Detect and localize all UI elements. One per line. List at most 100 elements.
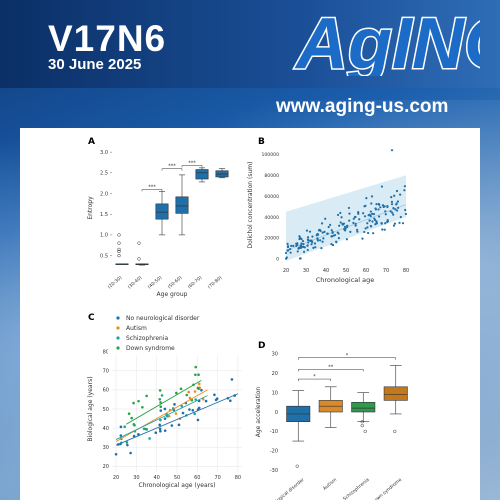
c-point [197,373,200,377]
b-point [306,248,309,252]
b-point [330,242,333,246]
c-point [126,443,129,447]
b-point [316,239,320,242]
b-point [352,221,355,224]
b-point [401,222,405,225]
c-legend-label: Schizophrenia [126,335,169,342]
a-ytick-label: 0.5 [100,253,108,259]
b-point [393,222,397,225]
b-ytick-label: 80000 [264,173,279,179]
c-point [213,393,216,397]
aging-logo: AgING [293,6,481,76]
b-point [354,222,357,225]
b-point [310,243,313,246]
b-point [292,244,295,247]
c-point [158,423,161,427]
b-ytick-label: 60000 [264,194,279,200]
c-point [163,417,167,420]
b-point [349,230,352,233]
b-point [393,194,396,197]
c-point [132,434,136,438]
c-xtick-label: 50 [174,475,180,481]
b-point [348,219,351,222]
b-point [369,210,372,213]
c-point [133,423,136,427]
b-point [381,228,384,231]
b-xtick-label: 80 [403,268,409,274]
c-point [127,412,131,416]
d-outlier [295,464,299,468]
journal-url[interactable]: www.aging-us.com [276,96,449,117]
b-point [327,225,330,229]
b-point [362,212,365,215]
b-point [390,196,393,199]
b-point [307,241,310,244]
c-point [215,397,219,400]
c-point [175,391,178,395]
c-point [194,373,197,377]
b-xtick-label: 70 [383,268,389,274]
c-point [173,403,176,406]
c-point [174,412,178,415]
a-sig-bracket [161,168,183,171]
b-point [357,211,360,214]
c-xlabel: Chronological age (years) [138,482,215,489]
c-point [144,427,148,431]
b-point [301,239,305,243]
b-point [377,215,381,218]
b-point [361,237,364,240]
a-xtick-label: (70-80) [207,275,224,290]
c-point [137,399,140,403]
c-point [193,390,197,393]
c-point [185,393,189,397]
c-legend-label: Down syndrome [126,345,175,352]
d-ytick-label: -30 [270,468,278,474]
c-point [119,434,123,437]
b-point [337,237,340,240]
panel-label-c: C [88,313,95,323]
b-point [396,200,400,203]
b-point [286,242,289,245]
b-point [379,206,382,209]
b-xtick-label: 20 [283,268,289,274]
b-point [347,206,351,210]
b-point [399,193,402,196]
b-ytick-label: 40000 [264,215,279,221]
b-point [377,208,380,211]
b-point [366,226,369,229]
c-ytick-label: 60 [103,388,109,394]
d-sig-label: ** [328,364,334,370]
b-point [289,251,292,254]
a-xtick-label: (30-40) [127,275,144,290]
b-point [380,185,384,188]
panel-label-d: D [258,341,265,351]
a-ylabel: Entropy [87,196,94,220]
d-sig-bracket [298,378,331,382]
d-ytick-label: 10 [272,390,278,396]
b-xlabel: Chronological age [316,276,375,284]
b-point [398,221,401,224]
a-ytick-label: 3.0 [100,150,108,156]
b-point [323,230,326,233]
b-point [395,203,398,206]
c-point [194,365,198,369]
b-point [340,216,343,219]
b-point [320,247,323,250]
a-outlier [117,253,121,258]
c-ytick-label: 30 [103,445,109,451]
b-point [355,228,359,231]
a-box [195,169,209,180]
c-point [145,394,148,398]
b-point [309,239,312,242]
b-point [357,212,360,215]
a-xtick-label: (20-30) [107,275,124,290]
a-outlier [117,247,121,252]
c-point [125,441,129,444]
d-ylabel: Age acceleration [255,387,262,438]
b-point [329,223,332,226]
b-point [363,230,366,234]
c-ytick-label: 80 [103,350,109,356]
b-point [390,203,394,206]
c-point [129,451,132,455]
c-point [196,418,200,422]
